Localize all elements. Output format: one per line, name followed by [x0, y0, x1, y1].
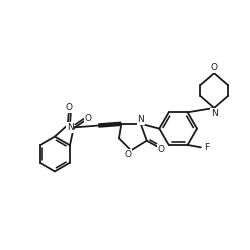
Text: O: O	[211, 63, 218, 72]
Text: N: N	[211, 109, 218, 118]
Text: O: O	[158, 145, 165, 154]
Text: N: N	[137, 115, 144, 124]
Text: F: F	[204, 143, 209, 152]
Text: O: O	[66, 103, 72, 112]
Text: N: N	[67, 123, 73, 132]
Text: O: O	[84, 114, 91, 123]
Text: O: O	[125, 150, 132, 159]
